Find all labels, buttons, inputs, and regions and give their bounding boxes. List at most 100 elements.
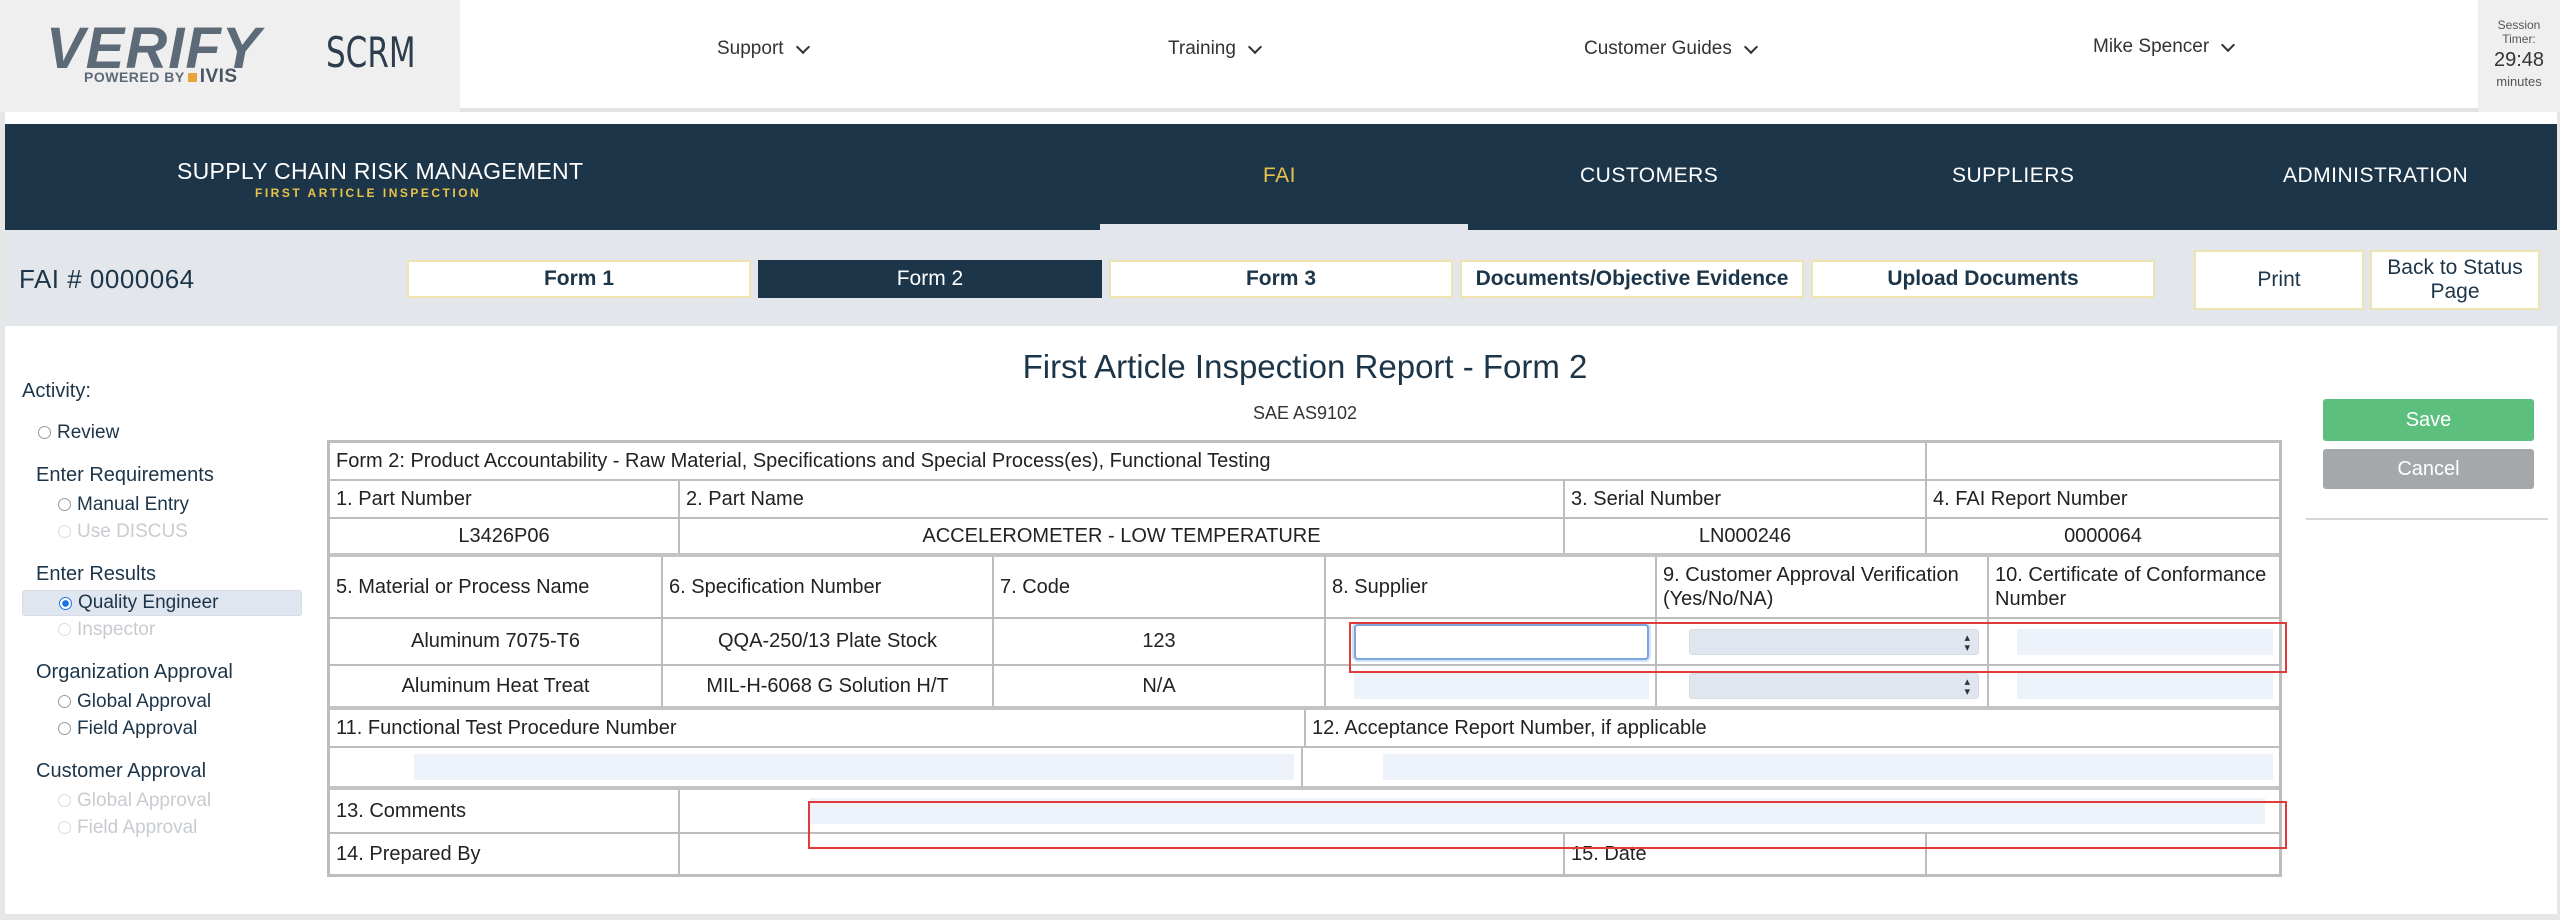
nav-suppliers[interactable]: SUPPLIERS [1952,164,2075,187]
main-header: SUPPLY CHAIN RISK MANAGEMENT FIRST ARTIC… [5,124,2557,230]
radio-icon [58,695,71,708]
tab-form-3[interactable]: Form 3 [1109,260,1453,298]
coc-number-input[interactable] [2017,673,2273,699]
enter-results-heading: Enter Results [36,563,157,585]
radio-inspector[interactable]: Inspector [22,616,302,643]
radio-cust-global-approval[interactable]: Global Approval [22,787,302,814]
comments-input[interactable] [810,798,2265,824]
func-test-input[interactable] [414,754,1294,780]
tab-documents-evidence[interactable]: Documents/Objective Evidence [1460,260,1804,298]
top-bar: VERIFY POWERED BY IVIS SCRM Support Train… [0,0,2560,112]
tab-form-1[interactable]: Form 1 [407,260,751,298]
nav-customers[interactable]: CUSTOMERS [1580,164,1719,187]
back-to-status-button[interactable]: Back to Status Page [2370,250,2540,310]
radio-icon [58,722,71,735]
header-subtitle: FIRST ARTICLE INSPECTION [255,186,482,200]
report-title: First Article Inspection Report - Form 2 [1022,348,1588,385]
radio-icon [58,794,71,807]
radio-quality-engineer[interactable]: Quality Engineer [22,590,302,616]
acceptance-input[interactable] [1383,754,2273,780]
radio-quality-engineer-label: Quality Engineer [78,592,219,613]
app-name: SCRM [326,28,416,77]
coc-number-cell [1989,619,2279,664]
func-test-cell [330,748,1303,786]
select-arrows-icon: ▴ ▾ [1964,676,1970,698]
material-row: Aluminum Heat Treat MIL-H-6068 G Solutio… [330,666,2279,710]
user-menu[interactable]: Mike Spencer [2093,36,2236,58]
supplier-input[interactable] [1354,623,1649,660]
radio-icon [58,623,71,636]
enter-requirements-heading: Enter Requirements [36,464,214,486]
radio-cust-global-approval-label: Global Approval [77,789,212,811]
radio-icon [58,821,71,834]
form2-table: Form 2: Product Accountability - Raw Mat… [327,440,2282,877]
chevron-down-icon [1247,39,1263,54]
prepared-by-label: 14. Prepared By [330,834,680,874]
session-label-line1: Session [2497,18,2541,32]
material-name-label: 5. Material or Process Name [330,557,663,617]
session-timer-value: 29:48 [2493,48,2545,71]
comments-row: 13. Comments [330,790,2279,834]
nav-fai[interactable]: FAI [1263,164,1297,187]
save-button[interactable]: Save [2323,399,2534,441]
serial-number-label: 3. Serial Number [1565,481,1927,517]
cancel-button[interactable]: Cancel [2323,449,2534,489]
coc-number-input[interactable] [2017,628,2273,655]
form-heading-row: Form 2: Product Accountability - Raw Mat… [330,443,2279,481]
part-name-value: ACCELEROMETER - LOW TEMPERATURE [680,519,1565,553]
activity-heading: Activity: [22,380,91,402]
active-nav-indicator [1100,224,1468,230]
customer-approval-cell: ▴ ▾ [1657,666,1989,706]
prepared-row: 14. Prepared By 15. Date [330,834,2279,874]
radio-icon [58,525,71,538]
date-cell[interactable] [1927,834,2279,874]
radio-manual-entry-label: Manual Entry [77,493,189,515]
radio-use-discus[interactable]: Use DISCUS [22,518,302,545]
radio-review[interactable]: Review [22,419,302,446]
customer-guides-menu-label: Customer Guides [1584,38,1732,59]
form-heading: Form 2: Product Accountability - Raw Mat… [330,443,1927,479]
func-test-label: 11. Functional Test Procedure Number [330,710,1306,746]
header-title[interactable]: SUPPLY CHAIN RISK MANAGEMENT [177,158,584,184]
tab-upload-documents[interactable]: Upload Documents [1811,260,2155,298]
customer-approval-select[interactable]: ▴ ▾ [1689,673,1979,699]
code-cell: N/A [994,666,1326,706]
prepared-by-cell[interactable] [680,834,1565,874]
session-timer-unit: minutes [2496,73,2542,89]
support-menu[interactable]: Support [717,38,810,60]
radio-icon [58,498,71,511]
part-number-label: 1. Part Number [330,481,680,517]
training-menu[interactable]: Training [1168,38,1263,60]
acceptance-label: 12. Acceptance Report Number, if applica… [1312,716,1707,739]
radio-manual-entry[interactable]: Manual Entry [22,491,302,518]
report-subtitle: SAE AS9102 [1252,403,1358,423]
supplier-input[interactable] [1354,673,1649,699]
radio-org-field-approval-label: Field Approval [77,717,198,739]
radio-inspector-label: Inspector [77,618,156,640]
radio-org-global-approval[interactable]: Global Approval [22,688,302,715]
customer-approval-select[interactable]: ▴ ▾ [1689,628,1979,655]
radio-selected-icon [59,596,72,610]
part-number-value: L3426P06 [330,519,680,553]
verify-logo[interactable]: VERIFY [46,16,262,81]
powered-by-logo: POWERED BY IVIS [84,66,238,88]
fai-report-number-label: 4. FAI Report Number [1933,487,2128,510]
nav-administration[interactable]: ADMINISTRATION [2283,164,2469,187]
select-arrows-icon: ▴ ▾ [1964,631,1970,654]
spec-number-label: 6. Specification Number [663,557,994,617]
material-name-cell: Aluminum 7075-T6 [330,619,663,664]
test-labels-row: 11. Functional Test Procedure Number 12.… [330,710,2279,748]
radio-org-field-approval[interactable]: Field Approval [22,715,302,742]
ivis-mark-icon [187,73,197,82]
session-label-line2: Timer: [2502,32,2536,47]
chevron-down-icon [1743,39,1758,54]
print-button[interactable]: Print [2194,250,2364,310]
customer-guides-menu[interactable]: Customer Guides [1584,38,1758,60]
fai-report-number-value: 0000064 [2064,524,2142,547]
part-name-label: 2. Part Name [680,481,1565,517]
comments-cell [680,790,2279,832]
back-to-status-label-2: Page [2430,280,2480,303]
radio-cust-field-approval[interactable]: Field Approval [22,814,302,841]
right-edge [2557,112,2560,920]
tab-form-2[interactable]: Form 2 [758,260,1102,298]
